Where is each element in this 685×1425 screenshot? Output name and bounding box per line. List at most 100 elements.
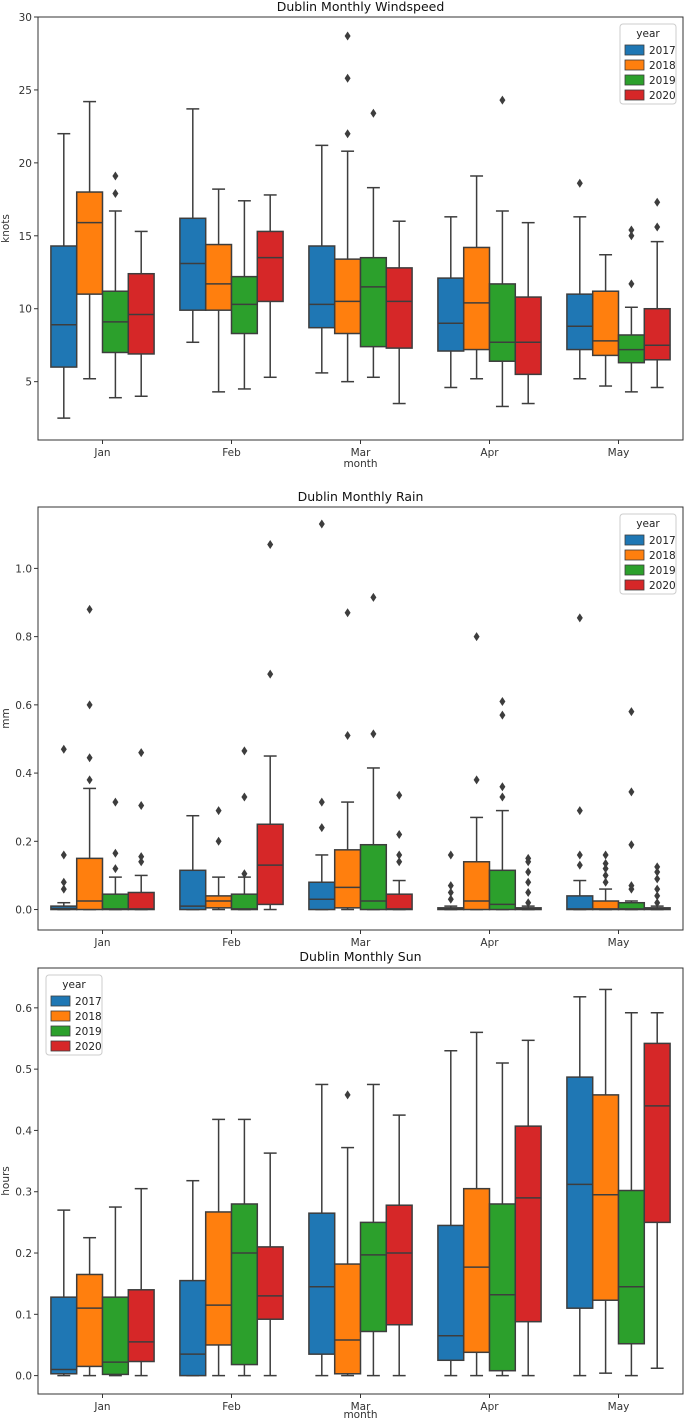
outlier-point: [344, 73, 351, 83]
outlier-point: [396, 790, 403, 800]
box-mar-2020: [385, 220, 413, 405]
box-apr-2017: [437, 850, 465, 911]
box-iqr: [50, 245, 78, 368]
box-apr-2018: [462, 632, 491, 911]
box-iqr: [488, 283, 517, 362]
box-jan-2019: [101, 1206, 130, 1377]
outlier-point: [473, 775, 480, 785]
x-axis-label: month: [343, 458, 377, 470]
box-apr-2020: [514, 221, 542, 405]
box-jan-2020: [127, 230, 155, 397]
box-jan-2018: [75, 100, 104, 380]
box-iqr: [75, 857, 104, 911]
outlier-point: [602, 870, 609, 880]
box-may-2018: [591, 850, 620, 911]
box-jan-2019: [101, 797, 130, 911]
outlier-point: [628, 787, 635, 797]
outlier-point: [241, 746, 248, 756]
outlier-point: [447, 887, 454, 897]
box-apr-2018: [462, 175, 491, 380]
box-mar-2017: [308, 1083, 336, 1377]
outlier-point: [602, 864, 609, 874]
box-jan-2017: [50, 744, 78, 911]
box-feb-2020: [256, 1152, 284, 1377]
x-tick-label: May: [608, 447, 630, 459]
box-mar-2019: [359, 108, 388, 379]
box-may-2018: [591, 988, 620, 1374]
legend-swatch-2020: [624, 89, 645, 101]
legend-swatch-2018: [624, 549, 645, 561]
y-tick-label: 20: [19, 158, 32, 170]
box-feb-2020: [256, 540, 284, 911]
legend-label-2017: 2017: [649, 535, 676, 547]
box-may-2019: [617, 707, 646, 911]
legend-swatch-2020: [624, 579, 645, 591]
outlier-point: [396, 829, 403, 839]
box-jan-2020: [127, 1187, 155, 1377]
box-iqr: [75, 1273, 104, 1368]
outlier-point: [654, 891, 661, 901]
outlier-point: [525, 853, 532, 863]
outlier-point: [86, 753, 93, 763]
box-iqr: [333, 258, 362, 335]
chart-rain: Dublin Monthly Rain 0.0 0.2 0.4 0.6 0.8 1.0 mm J…: [0, 489, 684, 949]
y-tick-label: 0.8: [15, 632, 32, 644]
legend-label-2018: 2018: [75, 1011, 102, 1023]
outlier-point: [344, 1090, 351, 1100]
box-iqr: [230, 893, 259, 911]
outlier-point: [370, 592, 377, 602]
box-iqr: [385, 1204, 413, 1326]
box-may-2018: [591, 254, 620, 387]
y-tick-label: 25: [19, 85, 32, 97]
axes-frame: [37, 506, 684, 931]
x-axis-label: month: [343, 1409, 377, 1421]
y-tick-label: 1.0: [15, 563, 32, 575]
outlier-point: [60, 877, 67, 887]
outlier-point: [628, 231, 635, 241]
x-tick-label: Apr: [480, 937, 499, 949]
box-feb-2019: [230, 1118, 259, 1377]
outlier-point: [499, 95, 506, 105]
box-apr-2019: [488, 696, 517, 911]
box-iqr: [385, 893, 413, 911]
box-may-2020: [643, 862, 671, 911]
box-iqr: [385, 267, 413, 349]
outlier-point: [628, 707, 635, 717]
legend-swatch-2017: [624, 534, 645, 546]
box-may-2019: [617, 1011, 646, 1377]
x-tick-label: Apr: [480, 1401, 499, 1413]
box-iqr: [617, 1189, 646, 1345]
box-iqr: [488, 869, 517, 911]
y-tick-label: 0.6: [15, 700, 32, 712]
chart-title: Dublin Monthly Sun: [299, 949, 421, 964]
box-iqr: [333, 849, 362, 909]
box-iqr: [566, 895, 594, 911]
legend-label-2017: 2017: [75, 996, 102, 1008]
y-tick-label: 0.1: [15, 1309, 32, 1321]
legend-label-2019: 2019: [649, 75, 676, 87]
legend: year 2017 2018 2019 2020: [45, 974, 103, 1056]
box-iqr: [462, 246, 491, 351]
outlier-point: [499, 696, 506, 706]
box-feb-2018: [204, 806, 233, 911]
outlier-point: [576, 850, 583, 860]
outlier-point: [447, 894, 454, 904]
chart-windspeed: Dublin Monthly Windspeed 5 10 15 20 25 30 knots…: [0, 0, 684, 470]
box-apr-2017: [437, 1049, 465, 1377]
box-feb-2018: [204, 188, 233, 393]
outlier-point: [447, 881, 454, 891]
plot-area: [50, 519, 671, 911]
box-feb-2017: [179, 108, 207, 344]
y-tick-label: 0.4: [15, 768, 32, 780]
box-iqr: [127, 891, 155, 911]
box-iqr: [643, 307, 671, 361]
x-tick-label: May: [608, 1401, 630, 1413]
outlier-point: [654, 874, 661, 884]
x-tick-label: Mar: [351, 1401, 371, 1413]
legend-swatch-2017: [624, 44, 645, 56]
plot-area: [50, 31, 671, 419]
legend-swatch-2017: [50, 995, 71, 1007]
box-iqr: [50, 1296, 78, 1375]
x-tick-label: Mar: [351, 937, 371, 949]
outlier-point: [344, 31, 351, 41]
